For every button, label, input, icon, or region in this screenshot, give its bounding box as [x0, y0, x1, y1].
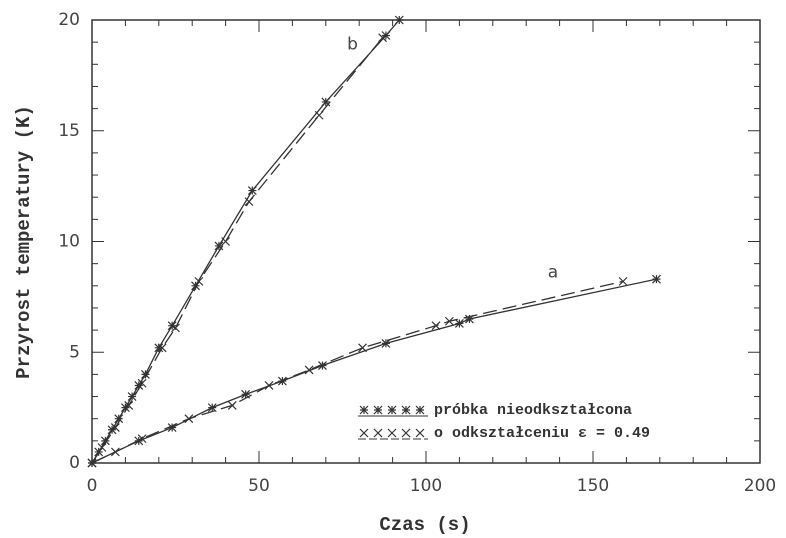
data-point — [137, 434, 147, 444]
legend-label: próbka nieodkształcona — [434, 402, 632, 419]
data-point — [110, 447, 120, 457]
annotation: a — [548, 263, 558, 283]
data-point — [444, 316, 454, 326]
data-point — [381, 338, 391, 348]
data-point — [107, 425, 117, 435]
data-point — [464, 314, 474, 324]
data-point — [124, 400, 134, 410]
data-point — [244, 197, 254, 207]
data-point — [171, 323, 180, 333]
data-point — [214, 241, 224, 251]
legend-marker — [401, 405, 411, 415]
data-point — [264, 381, 274, 390]
legend-marker — [401, 428, 411, 438]
legend-marker — [373, 405, 383, 415]
data-point — [114, 414, 124, 424]
data-point — [141, 369, 150, 379]
data-point — [134, 381, 144, 390]
data-point — [431, 321, 441, 331]
data-point — [652, 274, 661, 284]
data-point — [241, 389, 251, 399]
x-tick-label: 0 — [87, 476, 98, 496]
y-tick-label: 10 — [58, 232, 80, 252]
data-point — [154, 343, 164, 353]
x-axis-label: Czas (s) — [379, 514, 470, 536]
legend-marker — [387, 428, 397, 438]
data-point — [277, 376, 287, 386]
data-point — [167, 423, 177, 432]
legend-marker — [415, 428, 425, 438]
plot-frame — [91, 19, 761, 464]
data-point — [194, 276, 204, 286]
y-tick-label: 15 — [58, 121, 80, 141]
data-point — [167, 321, 177, 331]
data-point — [87, 458, 97, 468]
data-point — [618, 276, 628, 286]
y-tick-label: 20 — [58, 10, 80, 30]
data-point — [127, 392, 137, 401]
data-point — [227, 400, 237, 410]
data-point — [221, 237, 231, 246]
annotation: b — [347, 34, 358, 54]
legend-label: o odkształceniu ε = 0.49 — [434, 425, 650, 442]
legend-marker — [387, 405, 397, 415]
legend-marker — [415, 405, 425, 415]
data-point — [321, 97, 331, 107]
legend-marker — [373, 428, 383, 438]
legend-marker — [359, 428, 369, 438]
x-tick-label: 100 — [410, 476, 442, 496]
legend-marker — [359, 405, 369, 415]
y-tick-label: 0 — [69, 453, 80, 473]
data-point — [454, 319, 464, 328]
data-point — [247, 186, 257, 195]
data-point — [304, 365, 314, 375]
data-point — [120, 403, 130, 413]
x-tick-label: 50 — [248, 476, 270, 496]
data-point — [207, 403, 217, 413]
data-point — [394, 15, 404, 25]
data-point — [378, 33, 388, 43]
data-point — [184, 414, 194, 424]
data-point — [314, 110, 324, 120]
y-tick-label: 5 — [69, 342, 80, 362]
curve-line — [91, 37, 384, 464]
data-point — [358, 343, 367, 353]
x-tick-label: 150 — [577, 476, 609, 496]
x-tick-label: 200 — [744, 476, 776, 496]
data-point — [137, 378, 147, 388]
data-point — [100, 436, 110, 446]
y-axis-label: Przyrost temperatury (K) — [13, 105, 35, 379]
data-point — [110, 423, 120, 432]
data-point — [318, 361, 327, 370]
data-point — [157, 343, 167, 353]
data-point — [191, 281, 200, 291]
data-point — [97, 443, 107, 452]
data-point — [381, 31, 391, 40]
